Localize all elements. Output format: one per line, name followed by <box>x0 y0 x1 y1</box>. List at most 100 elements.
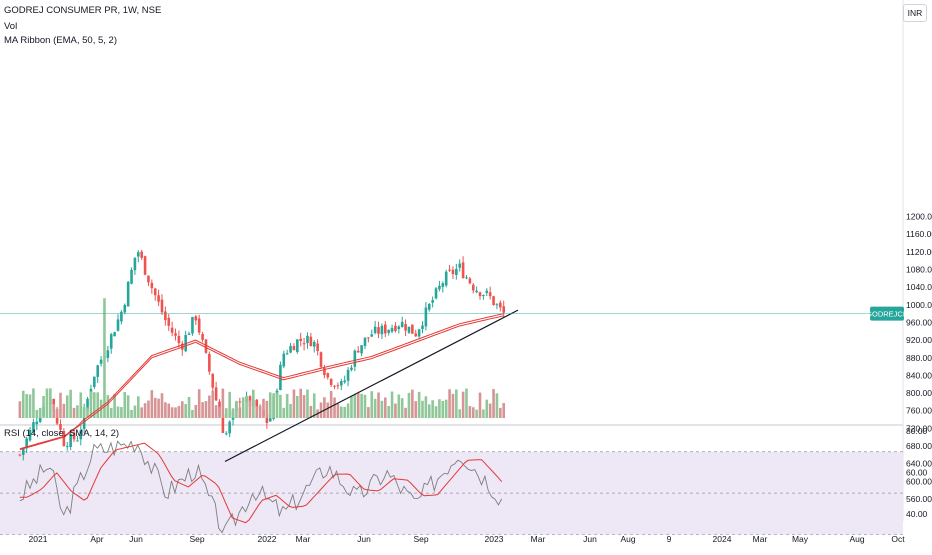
candle-body <box>448 269 451 271</box>
volume-bar <box>309 405 313 418</box>
rsi-tick-label: 60.00 <box>906 467 928 477</box>
ma-ribbon-legend[interactable]: MA Ribbon (EMA, 50, 5, 2) <box>4 35 117 46</box>
candle-body <box>461 262 465 279</box>
candle-body <box>143 256 147 275</box>
volume-legend[interactable]: Vol <box>4 21 18 32</box>
volume-bar <box>52 404 56 418</box>
candle-body <box>397 326 401 330</box>
candle-body <box>475 290 478 293</box>
candle-body <box>438 285 441 290</box>
time-tick-label: Aug <box>620 534 635 544</box>
price-tick-label: 800.00 <box>906 388 932 398</box>
volume-bar <box>221 388 225 418</box>
symbol-title[interactable]: GODREJ CONSUMER PR, 1W, NSE <box>4 5 162 16</box>
candle-body <box>373 326 377 333</box>
volume-bar <box>204 401 208 418</box>
volume-bar <box>427 404 431 418</box>
volume-bar <box>268 392 272 418</box>
time-tick-label: Jun <box>129 534 143 544</box>
volume-bar <box>468 406 472 418</box>
candle-body <box>441 283 445 287</box>
volume-bar <box>177 406 181 418</box>
candle-body <box>282 353 286 367</box>
price-tick-label: 960.00 <box>906 317 932 327</box>
candle-body <box>221 414 225 433</box>
volume-bar <box>377 392 380 418</box>
time-tick-label: Sep <box>413 534 428 544</box>
candle-body <box>177 335 181 344</box>
volume-bar <box>356 393 360 418</box>
candle-body <box>377 327 380 334</box>
last-price-tag-label: GODREJCP <box>866 310 908 319</box>
volume-bar <box>38 407 42 418</box>
volume-bar <box>120 407 123 418</box>
volume-bar <box>424 396 428 418</box>
candle-body <box>123 304 127 313</box>
candle-body <box>35 421 39 425</box>
volume-bar <box>458 409 462 418</box>
candle-body <box>383 324 387 334</box>
volume-bar <box>326 402 330 418</box>
candle-body <box>65 446 69 448</box>
time-tick-label: 2022 <box>258 534 277 544</box>
candle-body <box>407 326 411 333</box>
volume-bar <box>194 404 198 418</box>
volume-bar <box>218 406 221 418</box>
candle-body <box>164 311 167 321</box>
volume-bar <box>461 391 465 418</box>
volume-bar <box>76 405 79 418</box>
volume-bar <box>350 395 353 418</box>
candle-body <box>106 350 110 358</box>
candle-body <box>201 333 204 340</box>
volume-bar <box>65 395 69 418</box>
volume-bar <box>180 401 184 418</box>
price-tick-label: 1080.00 <box>906 265 932 275</box>
candle-body <box>404 324 407 331</box>
price-tick-label: 880.00 <box>906 353 932 363</box>
candle-body <box>380 325 384 335</box>
time-tick-label: May <box>792 534 809 544</box>
volume-bar <box>451 393 455 418</box>
candle-body <box>292 346 296 351</box>
volume-bar <box>400 398 404 418</box>
candle-body <box>390 327 394 332</box>
volume-bar <box>499 407 502 418</box>
candle-body <box>285 353 289 355</box>
candle-body <box>25 438 28 449</box>
candle-body <box>150 282 154 289</box>
volume-bar <box>383 397 387 418</box>
candle-body <box>197 318 201 333</box>
candle-body <box>184 335 187 352</box>
volume-bar <box>275 392 279 418</box>
currency-button[interactable]: INR <box>903 4 927 22</box>
candle-body <box>147 275 150 283</box>
candle-body <box>194 316 198 321</box>
rsi-legend[interactable]: RSI (14, close, SMA, 14, 2) <box>4 428 120 439</box>
ma-ribbon-line <box>19 315 504 451</box>
ma-ribbon-line <box>19 313 504 450</box>
volume-bar <box>147 400 150 418</box>
time-tick-label: 2021 <box>29 534 48 544</box>
candle-body <box>455 268 458 275</box>
volume-bar <box>373 398 377 418</box>
time-tick-label: 2024 <box>713 534 732 544</box>
candle-body <box>296 339 299 352</box>
time-tick-label: Apr <box>90 534 103 544</box>
volume-bar <box>255 406 259 418</box>
volume-bar <box>394 403 397 418</box>
candle-body <box>167 317 171 326</box>
candle-body <box>289 346 292 353</box>
volume-bar <box>106 395 110 418</box>
price-tick-label: 680.00 <box>906 441 932 451</box>
candle-body <box>495 304 499 306</box>
volume-bar <box>248 400 252 418</box>
volume-bar <box>103 298 106 418</box>
volume-bar <box>157 398 160 418</box>
candle-body <box>414 333 418 337</box>
volume-bar <box>397 394 401 418</box>
candle-body <box>343 380 346 383</box>
candle-body <box>228 421 231 434</box>
volume-bar <box>184 404 187 418</box>
candle-body <box>191 317 194 334</box>
